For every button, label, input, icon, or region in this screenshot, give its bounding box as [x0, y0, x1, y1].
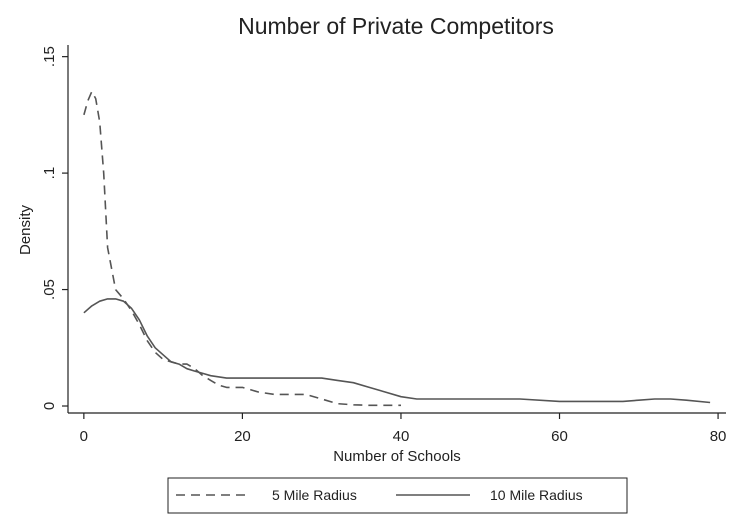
- series-line-5-mile-radius: [83, 90, 401, 407]
- x-axis-ticks: 0 20 40 60 80: [80, 413, 727, 445]
- y-axis-ticks: 0 .05 .1 .15: [41, 46, 68, 410]
- x-tick-label: 80: [710, 428, 727, 445]
- legend-label-5-mile: 5 Mile Radius: [272, 487, 357, 503]
- series-line-10-mile-radius: [83, 298, 711, 404]
- y-tick-label: .15: [41, 46, 58, 67]
- y-tick-label: 0: [41, 402, 58, 410]
- x-tick-label: 60: [551, 428, 568, 445]
- y-axis-label: Density: [17, 204, 34, 255]
- x-axis-label: Number of Schools: [333, 448, 461, 465]
- y-tick-label: .05: [41, 279, 58, 300]
- x-tick-label: 0: [80, 428, 88, 445]
- chart-title: Number of Private Competitors: [238, 13, 554, 39]
- legend-label-10-mile: 10 Mile Radius: [490, 487, 583, 503]
- series-layer: [83, 90, 711, 407]
- x-tick-label: 20: [234, 428, 251, 445]
- y-tick-label: .1: [41, 167, 58, 180]
- x-tick-label: 40: [393, 428, 410, 445]
- legend: 5 Mile Radius 10 Mile Radius: [167, 477, 628, 514]
